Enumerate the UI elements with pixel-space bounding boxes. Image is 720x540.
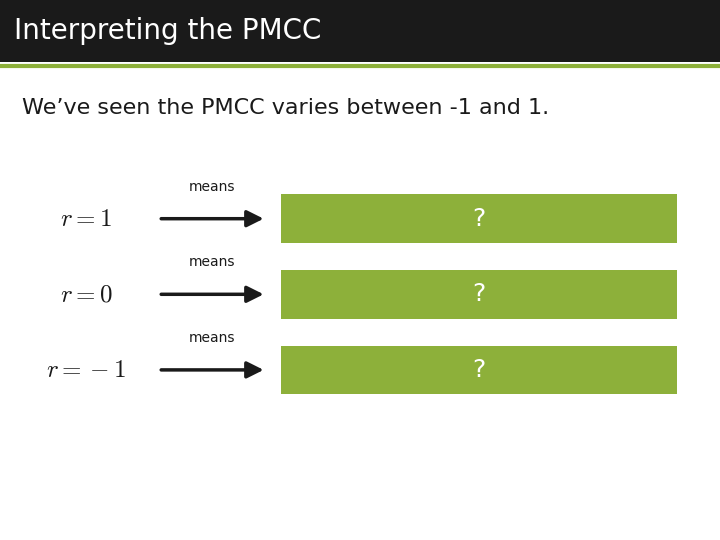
Text: $r = -1$: $r = -1$ [46,358,127,382]
FancyBboxPatch shape [281,346,677,394]
Text: $r = 1$: $r = 1$ [60,207,112,231]
Text: We’ve seen the PMCC varies between -1 and 1.: We’ve seen the PMCC varies between -1 an… [22,98,549,118]
Text: means: means [189,331,235,345]
Text: ?: ? [472,207,485,231]
FancyBboxPatch shape [0,0,720,62]
Text: ?: ? [472,358,485,382]
FancyBboxPatch shape [281,270,677,319]
Text: means: means [189,180,235,194]
Text: $r = 0$: $r = 0$ [60,282,113,306]
Text: Interpreting the PMCC: Interpreting the PMCC [14,17,322,45]
Text: ?: ? [472,282,485,306]
FancyBboxPatch shape [281,194,677,243]
Text: means: means [189,255,235,269]
